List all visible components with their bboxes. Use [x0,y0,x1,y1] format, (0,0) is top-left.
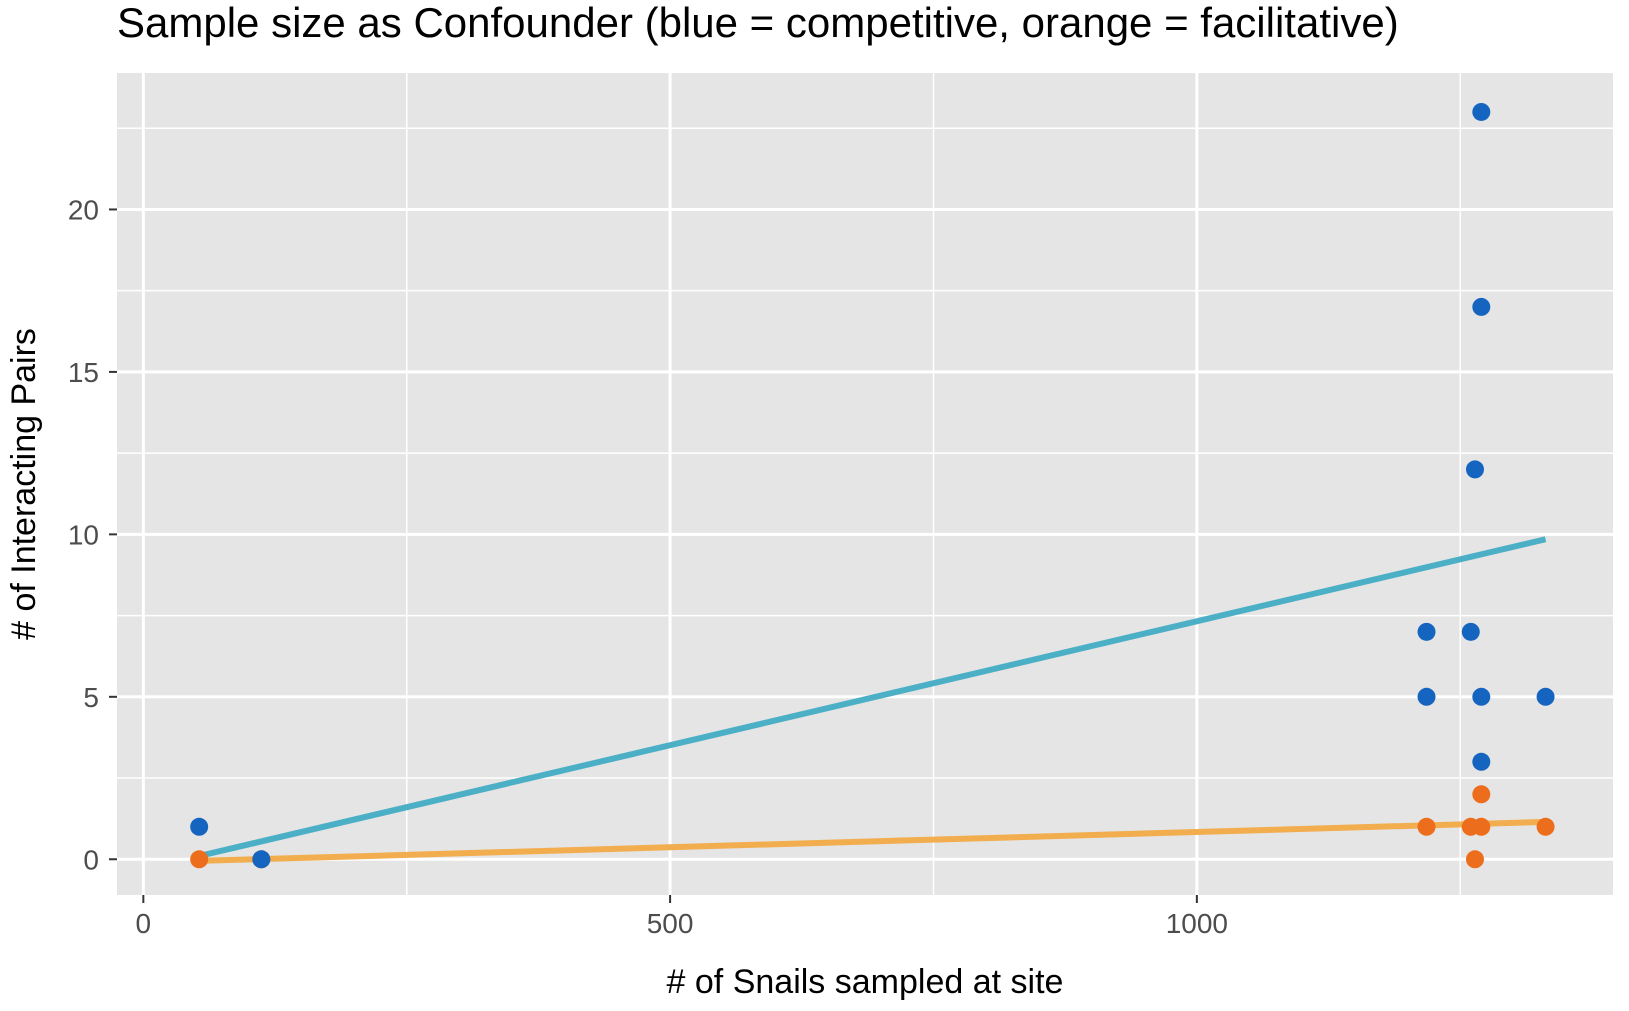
y-tick-label: 10 [68,519,99,550]
y-axis-title: # of Interacting Pairs [5,328,43,640]
y-tick-label: 15 [68,357,99,388]
y-axis: 0 5 10 15 20 [68,194,117,875]
chart-title: Sample size as Confounder (blue = compet… [117,0,1399,46]
data-point [1472,785,1491,804]
data-points [190,102,1555,869]
plot-panel [117,73,1613,895]
data-point [1472,752,1491,771]
x-axis-title: # of Snails sampled at site [667,963,1064,1001]
data-point [1465,460,1484,479]
data-point [1472,817,1491,836]
data-point [1536,817,1555,836]
x-tick-label: 0 [136,908,152,939]
data-point [1417,817,1436,836]
x-tick-label: 500 [647,908,694,939]
data-point [1461,622,1480,641]
data-point [1417,687,1436,706]
trend-line [198,536,1547,859]
y-tick-label: 5 [83,682,99,713]
data-point [1472,687,1491,706]
trend-lines [198,536,1547,864]
data-point [1465,850,1484,869]
data-point [1472,297,1491,316]
data-point [252,850,271,869]
data-point [190,850,209,869]
data-point [190,817,209,836]
data-point [1536,687,1555,706]
data-point [1417,622,1436,641]
x-axis: 0 500 1000 [136,895,1228,939]
x-tick-label: 1000 [1166,908,1228,939]
y-tick-label: 20 [68,194,99,225]
data-point [1472,102,1491,121]
y-tick-label: 0 [83,844,99,875]
trend-line [199,818,1546,864]
